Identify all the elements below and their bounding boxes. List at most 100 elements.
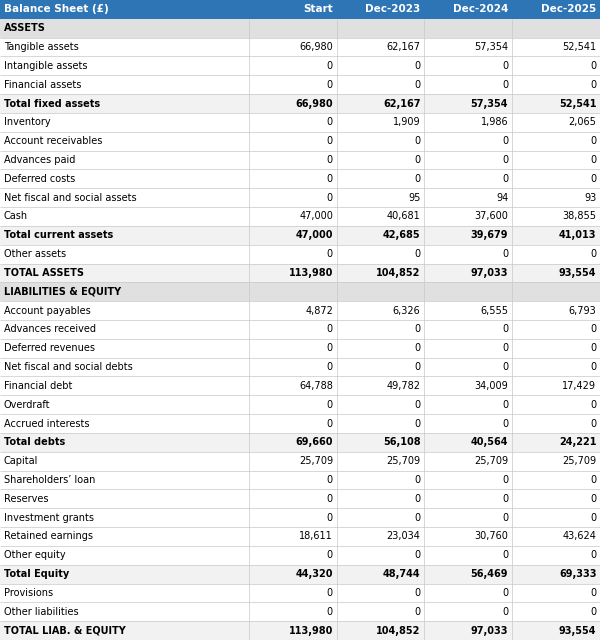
Text: 4,872: 4,872 [305, 305, 333, 316]
Text: 0: 0 [590, 400, 596, 410]
Text: 0: 0 [590, 136, 596, 146]
Text: 0: 0 [415, 80, 421, 90]
Bar [0, 433, 600, 452]
Bar [0, 76, 600, 94]
Text: 0: 0 [327, 61, 333, 71]
Bar [0, 150, 600, 170]
Text: 0: 0 [590, 61, 596, 71]
Text: 0: 0 [502, 136, 508, 146]
Text: Net fiscal and social assets: Net fiscal and social assets [4, 193, 136, 203]
Text: Shareholders’ loan: Shareholders’ loan [4, 475, 95, 485]
Text: 66,980: 66,980 [299, 42, 333, 52]
Text: 0: 0 [415, 400, 421, 410]
Text: Deferred revenues: Deferred revenues [4, 343, 95, 353]
Text: 17,429: 17,429 [562, 381, 596, 391]
Text: 0: 0 [415, 362, 421, 372]
Text: 2,065: 2,065 [569, 117, 596, 127]
Text: 0: 0 [590, 475, 596, 485]
Text: 25,709: 25,709 [562, 456, 596, 466]
Text: Start: Start [303, 4, 333, 15]
Text: 0: 0 [327, 117, 333, 127]
Text: 0: 0 [502, 61, 508, 71]
Text: Dec-2025: Dec-2025 [541, 4, 596, 15]
Text: Total current assets: Total current assets [4, 230, 113, 240]
Text: 0: 0 [415, 136, 421, 146]
Text: Advances received: Advances received [4, 324, 95, 335]
Text: 0: 0 [502, 550, 508, 560]
Text: 0: 0 [590, 155, 596, 165]
Text: 0: 0 [502, 155, 508, 165]
Bar [0, 470, 600, 490]
Bar [0, 490, 600, 508]
Text: 0: 0 [327, 174, 333, 184]
Bar [0, 188, 600, 207]
Text: 104,852: 104,852 [376, 625, 421, 636]
Text: 49,782: 49,782 [386, 381, 421, 391]
Bar [0, 264, 600, 282]
Text: Account payables: Account payables [4, 305, 91, 316]
Text: 47,000: 47,000 [299, 211, 333, 221]
Text: 97,033: 97,033 [471, 268, 508, 278]
Text: Balance Sheet (£): Balance Sheet (£) [4, 4, 109, 15]
Bar [0, 132, 600, 150]
Text: 0: 0 [327, 155, 333, 165]
Bar [0, 452, 600, 470]
Text: Advances paid: Advances paid [4, 155, 75, 165]
Text: 0: 0 [590, 588, 596, 598]
Text: 93,554: 93,554 [559, 268, 596, 278]
Text: 41,013: 41,013 [559, 230, 596, 240]
Text: 56,469: 56,469 [471, 569, 508, 579]
Bar [0, 564, 600, 584]
Text: 47,000: 47,000 [295, 230, 333, 240]
Text: Overdraft: Overdraft [4, 400, 50, 410]
Text: 0: 0 [502, 324, 508, 335]
Text: 0: 0 [415, 513, 421, 523]
Text: 0: 0 [590, 343, 596, 353]
Bar [0, 244, 600, 264]
Text: 0: 0 [590, 324, 596, 335]
Text: Cash: Cash [4, 211, 28, 221]
Bar [0, 527, 600, 546]
Text: Other liabilities: Other liabilities [4, 607, 78, 617]
Text: 113,980: 113,980 [289, 625, 333, 636]
Text: 0: 0 [590, 362, 596, 372]
Text: 0: 0 [590, 174, 596, 184]
Text: 0: 0 [590, 419, 596, 429]
Text: 0: 0 [415, 249, 421, 259]
Text: 0: 0 [502, 494, 508, 504]
Bar [0, 113, 600, 132]
Text: 69,333: 69,333 [559, 569, 596, 579]
Text: 6,793: 6,793 [569, 305, 596, 316]
Text: 0: 0 [502, 174, 508, 184]
Text: 25,709: 25,709 [474, 456, 508, 466]
Bar [0, 207, 600, 226]
Text: Total debts: Total debts [4, 437, 65, 447]
Text: 30,760: 30,760 [475, 531, 508, 541]
Text: 0: 0 [415, 494, 421, 504]
Text: 0: 0 [502, 588, 508, 598]
Text: 104,852: 104,852 [376, 268, 421, 278]
Text: 69,660: 69,660 [295, 437, 333, 447]
Text: Total Equity: Total Equity [4, 569, 69, 579]
Bar [0, 38, 600, 56]
Text: 0: 0 [415, 475, 421, 485]
Text: 95: 95 [408, 193, 421, 203]
Text: 0: 0 [502, 607, 508, 617]
Text: 0: 0 [327, 343, 333, 353]
Text: Retained earnings: Retained earnings [4, 531, 92, 541]
Text: 44,320: 44,320 [295, 569, 333, 579]
Text: 0: 0 [327, 607, 333, 617]
Text: Total fixed assets: Total fixed assets [4, 99, 100, 109]
Text: 48,744: 48,744 [383, 569, 421, 579]
Text: 0: 0 [502, 249, 508, 259]
Text: 0: 0 [327, 249, 333, 259]
Text: 0: 0 [502, 400, 508, 410]
Text: 23,034: 23,034 [387, 531, 421, 541]
Text: 0: 0 [327, 324, 333, 335]
Text: 38,855: 38,855 [562, 211, 596, 221]
Text: 0: 0 [502, 362, 508, 372]
Text: 24,221: 24,221 [559, 437, 596, 447]
Text: 0: 0 [327, 419, 333, 429]
Text: 0: 0 [502, 80, 508, 90]
Bar [0, 546, 600, 564]
